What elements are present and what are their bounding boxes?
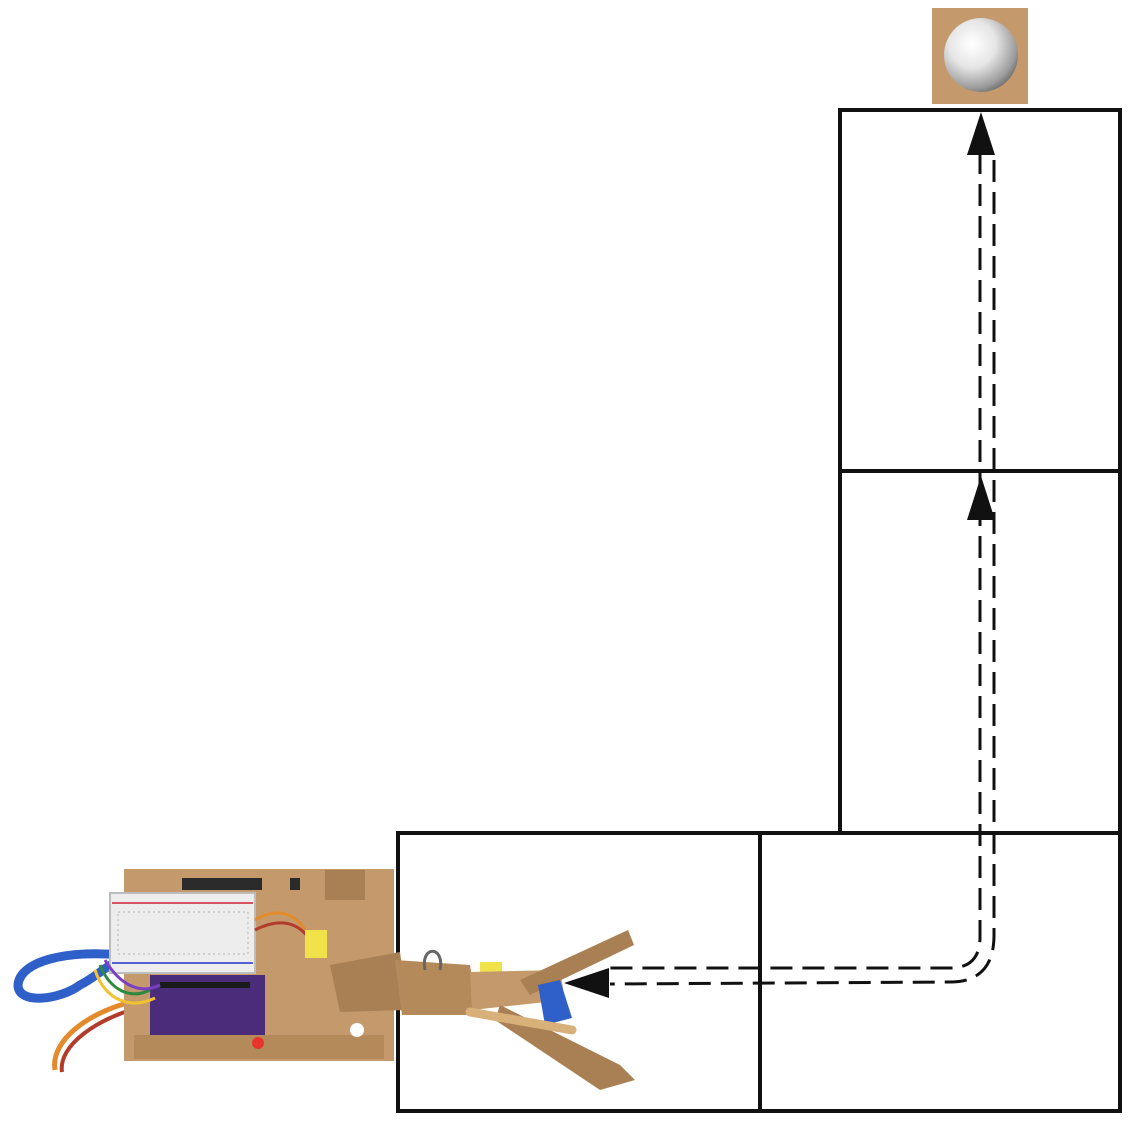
chassis-slot-1 — [182, 878, 262, 890]
robot-arm-icon — [13, 869, 635, 1090]
path-lines — [609, 152, 996, 986]
tile-bottom-right — [758, 831, 1122, 1113]
gripper-finger-top — [520, 930, 634, 995]
chassis-slot-3 — [325, 870, 365, 900]
chassis-hole — [350, 1023, 364, 1037]
chassis-slot-2 — [290, 878, 300, 890]
ball-icon — [944, 18, 1018, 92]
usb-cable — [13, 949, 130, 1003]
arrow-up-top-icon — [967, 112, 995, 155]
path-outer-line — [609, 160, 996, 986]
arrow-left-icon — [564, 968, 609, 998]
arrow-up-middle-icon — [967, 476, 995, 520]
path-inner-line — [610, 152, 982, 970]
tile-top-right — [838, 108, 1122, 473]
servo-wire — [52, 997, 141, 1071]
dowel — [465, 1007, 577, 1035]
path-arrows — [564, 112, 995, 998]
arm-segment-1 — [330, 952, 408, 1012]
led-icon — [252, 1037, 264, 1049]
gripper-pad — [538, 980, 572, 1025]
grid-tiles — [396, 108, 1122, 1113]
breadboard — [109, 892, 256, 974]
arm-segment-2 — [395, 960, 478, 1015]
tape-block-1 — [305, 930, 327, 958]
target — [932, 8, 1028, 104]
